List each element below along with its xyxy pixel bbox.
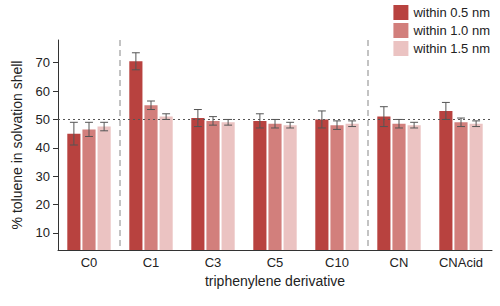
svg-text:% toluene in solvation shell: % toluene in solvation shell — [9, 61, 25, 230]
svg-text:10: 10 — [36, 225, 50, 240]
svg-text:CNAcid: CNAcid — [439, 255, 483, 270]
svg-text:40: 40 — [36, 140, 50, 155]
svg-text:30: 30 — [36, 169, 50, 184]
svg-text:C3: C3 — [205, 255, 222, 270]
svg-text:20: 20 — [36, 197, 50, 212]
svg-text:60: 60 — [36, 84, 50, 99]
svg-text:CN: CN — [390, 255, 409, 270]
svg-text:C5: C5 — [267, 255, 284, 270]
svg-text:50: 50 — [36, 112, 50, 127]
svg-text:within 0.5 nm: within 0.5 nm — [412, 5, 490, 20]
svg-text:within 1.5 nm: within 1.5 nm — [412, 41, 490, 56]
svg-text:within 1.0 nm: within 1.0 nm — [412, 23, 490, 38]
svg-text:C10: C10 — [325, 255, 349, 270]
svg-text:C0: C0 — [81, 255, 98, 270]
svg-text:triphenylene derivative: triphenylene derivative — [205, 273, 345, 289]
svg-text:70: 70 — [36, 55, 50, 70]
svg-text:C1: C1 — [143, 255, 160, 270]
